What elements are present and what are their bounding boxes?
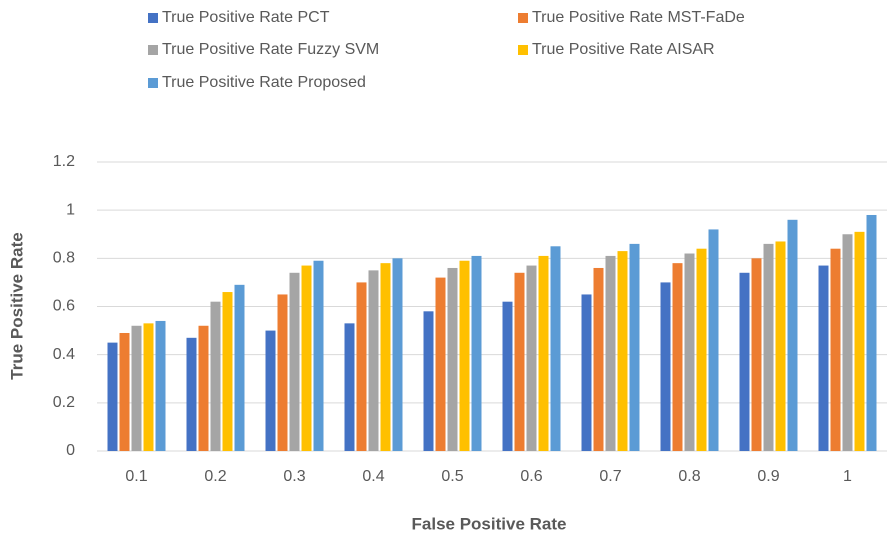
bar [301,265,312,451]
x-tick-label: 1 [843,468,852,485]
bar [550,246,561,451]
y-tick-label: 0 [66,442,75,459]
y-tick-label: 1.2 [53,153,75,170]
legend-swatch [148,78,158,88]
bar [660,282,671,451]
y-tick-label: 0.2 [53,394,75,411]
bar [186,337,197,451]
legend-swatch [148,13,158,23]
bar [502,301,513,451]
bar [684,253,695,451]
bar [787,219,798,451]
y-tick-label: 0.4 [53,346,75,363]
bar [313,260,324,451]
bar [617,251,628,451]
y-tick-label: 0.6 [53,298,75,315]
legend-label: True Positive Rate PCT [162,9,330,26]
legend-label: True Positive Rate Fuzzy SVM [162,41,379,58]
bar [459,260,470,451]
bar [222,292,233,451]
bar [842,234,853,451]
bar [818,265,829,451]
x-tick-label: 0.7 [599,468,621,485]
x-axis-title: False Positive Rate [412,514,567,533]
bar [198,325,209,451]
bar [751,258,762,451]
x-tick-label: 0.4 [362,468,384,485]
bar [344,323,355,451]
bar [234,284,245,451]
x-tick-label: 0.1 [125,468,147,485]
x-tick-label: 0.2 [204,468,226,485]
bar [423,311,434,451]
bar [368,270,379,451]
legend-label: True Positive Rate MST-FaDe [532,9,745,26]
bar [356,282,367,451]
bar [593,267,604,451]
x-tick-label: 0.6 [520,468,542,485]
bar [392,258,403,451]
bar [277,294,288,451]
legend-label: True Positive Rate Proposed [162,74,366,91]
bar [581,294,592,451]
bar [289,272,300,451]
legend-swatch [148,45,158,55]
x-tick-label: 0.9 [757,468,779,485]
legend-label: True Positive Rate AISAR [532,41,715,58]
bar [107,342,118,451]
bar [143,323,154,451]
bar [696,248,707,451]
legend-swatch [518,45,528,55]
bar [435,277,446,451]
x-tick-label: 0.3 [283,468,305,485]
x-tick-label: 0.5 [441,468,463,485]
bar [775,241,786,451]
bar [265,330,276,451]
bar [854,231,865,451]
bar [471,255,482,451]
bar [866,214,877,451]
bar [447,267,458,451]
legend-swatch [518,13,528,23]
bar [526,265,537,451]
bar [672,263,683,451]
bar [210,301,221,451]
bar [380,263,391,451]
y-tick-label: 1 [66,201,75,218]
bar [739,272,750,451]
bar [514,272,525,451]
y-axis-title: True Positive Rate [7,232,26,379]
bar [830,248,841,451]
bar [708,229,719,451]
bar [763,243,774,451]
bar [538,255,549,451]
bar [155,320,166,451]
y-tick-label: 0.8 [53,250,75,267]
bar [629,243,640,451]
bar [605,255,616,451]
x-tick-label: 0.8 [678,468,700,485]
bar [131,325,142,451]
bar [119,332,130,451]
